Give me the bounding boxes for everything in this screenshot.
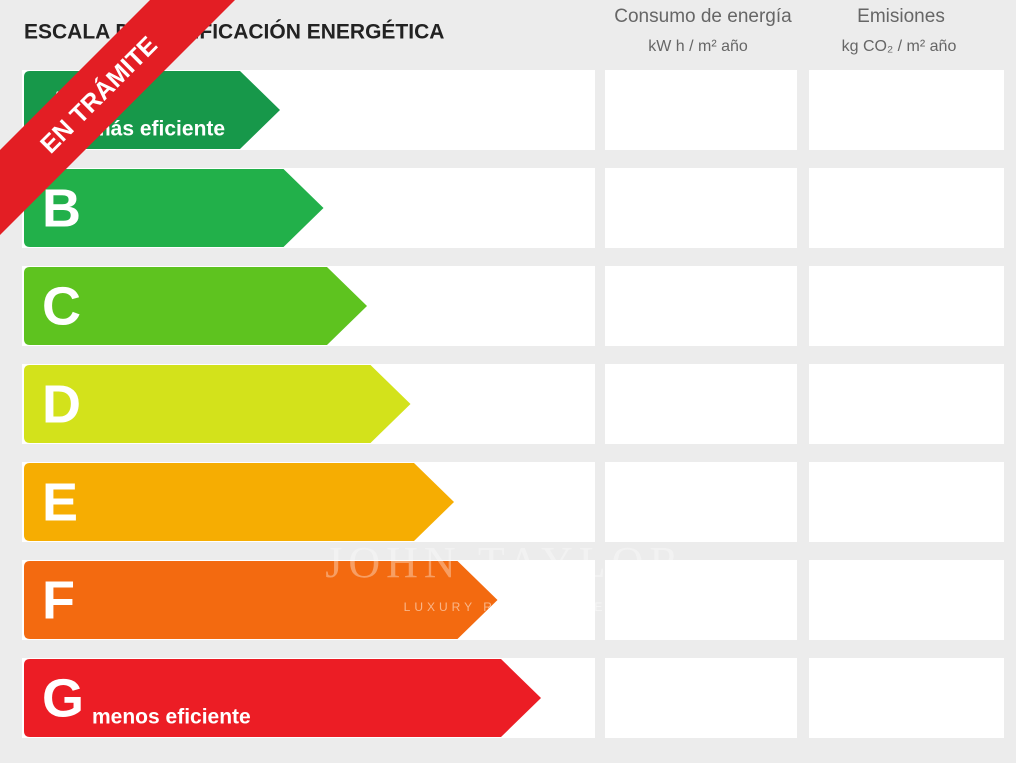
cell [605,266,797,346]
rating-letter: F [42,570,75,630]
cell [809,266,1004,346]
rating-letter: G [42,668,84,728]
cell [605,560,797,640]
cell [809,658,1004,738]
cell [809,70,1004,150]
cell [809,462,1004,542]
watermark-name: JOHN TAYLOR [325,538,685,587]
column-title: Consumo de energía [614,6,792,27]
cell [809,364,1004,444]
rating-letter: B [42,178,81,238]
rating-note: más eficiente [92,118,225,141]
rating-letter: C [42,276,81,336]
column-title: Emisiones [857,6,945,27]
cell [605,462,797,542]
watermark-tagline: LUXURY REAL ESTATE [404,600,607,614]
cell [809,168,1004,248]
rating-letter: D [42,374,81,434]
banner [0,0,235,235]
cell [605,168,797,248]
cell [605,364,797,444]
rating-letter: E [42,472,78,532]
rating-arrow [24,267,367,345]
rating-arrow [24,169,324,247]
cell [809,560,1004,640]
cell [605,70,797,150]
title: ESCALA DE CALIFICACIÓN ENERGÉTICA [24,20,444,44]
cell [605,658,797,738]
column-unit: kg CO₂ / m² año [842,38,957,55]
rating-arrow [24,365,411,443]
rating-arrow [24,659,541,737]
rating-note: menos eficiente [92,706,251,729]
rating-arrow [24,561,498,639]
rating-arrow [24,463,454,541]
column-unit: kW h / m² año [648,38,748,55]
